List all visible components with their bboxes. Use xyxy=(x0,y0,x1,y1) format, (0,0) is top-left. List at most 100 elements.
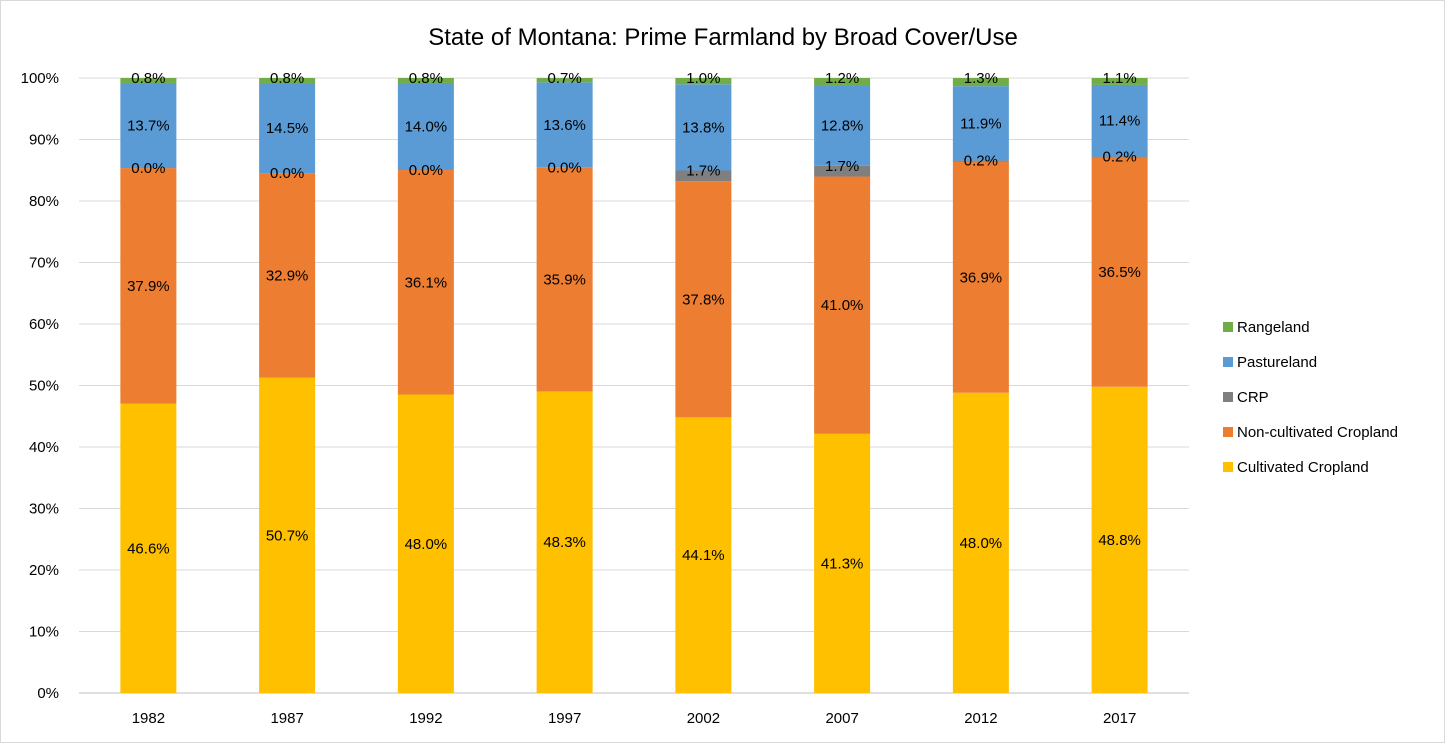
bar-segment xyxy=(814,165,871,177)
data-label: 0.0% xyxy=(548,159,582,176)
bar-segment xyxy=(120,168,177,404)
legend-swatch xyxy=(1223,322,1233,332)
bar-segment xyxy=(814,176,871,434)
bar-segment xyxy=(1091,156,1148,158)
bar-segment xyxy=(814,433,871,693)
legend-swatch xyxy=(1223,427,1233,437)
data-label: 0.0% xyxy=(270,165,304,182)
bar-segment xyxy=(1091,386,1148,693)
data-label: 32.9% xyxy=(266,267,309,284)
bar-segment xyxy=(120,78,177,83)
y-axis-ticks: 0% 10% 20% 30% 40% 50% 60% 70% 80% 90% 100% xyxy=(21,70,59,702)
bar-segment xyxy=(814,78,871,86)
y-tick-label: 50% xyxy=(29,378,59,395)
legend-label: Non-cultivated Cropland xyxy=(1237,424,1398,441)
gridlines xyxy=(79,77,1189,694)
data-label: 36.1% xyxy=(405,274,448,291)
data-label: 12.8% xyxy=(821,118,864,135)
data-label: 0.2% xyxy=(1103,148,1137,165)
bar-segment xyxy=(675,78,732,85)
data-label: 48.0% xyxy=(405,536,448,553)
x-tick-label: 1997 xyxy=(548,710,581,727)
bar-segment xyxy=(1091,157,1148,387)
data-label: 1.2% xyxy=(825,70,859,87)
bar-segment xyxy=(675,181,732,418)
bar-segment xyxy=(536,167,593,392)
y-tick-label: 80% xyxy=(29,193,59,210)
bar-segment xyxy=(675,84,732,171)
legend-label: Pastureland xyxy=(1237,354,1317,371)
bars xyxy=(120,78,1148,693)
data-label: 13.6% xyxy=(543,117,586,134)
x-tick-label: 1992 xyxy=(409,710,442,727)
x-tick-label: 2017 xyxy=(1103,710,1136,727)
data-label: 14.0% xyxy=(405,119,448,136)
data-label: 48.8% xyxy=(1098,532,1141,549)
bar-segment xyxy=(120,82,177,169)
bar-segment xyxy=(259,82,316,174)
y-tick-label: 100% xyxy=(21,70,59,87)
bar-segment xyxy=(675,417,732,693)
x-axis-ticks: 1982 1987 1992 1997 2002 2007 2012 2017 xyxy=(132,710,1137,727)
data-label: 48.0% xyxy=(960,535,1003,552)
y-tick-label: 0% xyxy=(37,685,59,702)
legend-swatch xyxy=(1223,462,1233,472)
legend: Rangeland Pastureland CRP Non-cultivated Cr… xyxy=(1223,319,1398,476)
bar-segment xyxy=(952,78,1009,87)
data-label: 50.7% xyxy=(266,527,309,544)
bar-segment xyxy=(952,86,1009,161)
data-label: 13.8% xyxy=(682,119,725,136)
data-label: 48.3% xyxy=(543,534,586,551)
data-label: 0.7% xyxy=(548,70,582,87)
legend-swatch xyxy=(1223,392,1233,402)
y-tick-label: 90% xyxy=(29,132,59,149)
bar-segment xyxy=(536,82,593,168)
x-tick-label: 2012 xyxy=(964,710,997,727)
y-tick-label: 20% xyxy=(29,562,59,579)
bar-segment xyxy=(675,170,732,182)
data-label: 0.2% xyxy=(964,153,998,170)
data-label: 41.0% xyxy=(821,297,864,314)
data-label: 1.3% xyxy=(964,70,998,87)
data-label: 41.3% xyxy=(821,555,864,572)
bar-segment xyxy=(952,392,1009,693)
y-tick-label: 70% xyxy=(29,255,59,272)
y-tick-label: 30% xyxy=(29,501,59,518)
data-label: 0.8% xyxy=(409,70,443,87)
bar-segment xyxy=(536,78,593,83)
bar-segment xyxy=(1091,78,1148,85)
data-label: 36.5% xyxy=(1098,264,1141,281)
data-label: 14.5% xyxy=(266,120,309,137)
data-label: 1.1% xyxy=(1103,70,1137,87)
data-labels: 46.6% 37.9% 0.0% 13.7% 0.8% 50.7% 32.9% 0.0% 14.… xyxy=(127,70,1141,572)
bar-segment xyxy=(397,394,454,693)
bar-segment xyxy=(952,161,1009,393)
bar-segment xyxy=(259,377,316,693)
data-label: 46.6% xyxy=(127,540,170,557)
data-label: 37.8% xyxy=(682,291,725,308)
bar-segment xyxy=(259,173,316,378)
bar-segment xyxy=(397,170,454,395)
data-label: 13.7% xyxy=(127,118,170,135)
data-label: 0.8% xyxy=(270,70,304,87)
bar-segment xyxy=(397,82,454,171)
y-tick-label: 60% xyxy=(29,316,59,333)
y-tick-label: 40% xyxy=(29,439,59,456)
data-label: 37.9% xyxy=(127,278,170,295)
legend-label: Cultivated Cropland xyxy=(1237,459,1369,476)
legend-label: Rangeland xyxy=(1237,319,1310,336)
data-label: 0.0% xyxy=(409,162,443,179)
data-label: 0.0% xyxy=(131,160,165,177)
x-tick-label: 2007 xyxy=(825,710,858,727)
legend-label: CRP xyxy=(1237,389,1269,406)
data-label: 1.7% xyxy=(825,158,859,175)
legend-swatch xyxy=(1223,357,1233,367)
data-label: 0.8% xyxy=(131,70,165,87)
bar-segment xyxy=(259,78,316,83)
bar-segment xyxy=(536,391,593,693)
x-tick-label: 1982 xyxy=(132,710,165,727)
x-tick-label: 1987 xyxy=(270,710,303,727)
x-tick-label: 2002 xyxy=(687,710,720,727)
